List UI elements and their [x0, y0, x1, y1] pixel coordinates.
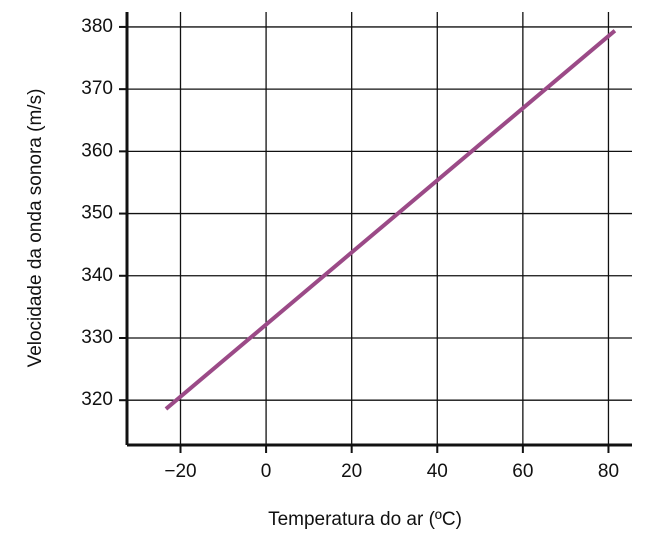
x-tick-label: 80	[598, 461, 619, 482]
y-axis-label: Velocidade da onda sonora (m/s)	[25, 89, 46, 368]
x-tick-label: 60	[512, 461, 533, 482]
x-tick-label: 0	[261, 461, 272, 482]
x-tick-label: 40	[427, 461, 448, 482]
data-line	[164, 29, 617, 411]
y-tick-label: 320	[81, 389, 113, 410]
y-tick-label: 330	[81, 327, 113, 348]
y-tick-label: 350	[81, 203, 113, 224]
y-tick-label: 380	[81, 16, 113, 37]
x-axis-label: Temperatura do ar (ºC)	[268, 509, 462, 530]
y-tick-label: 340	[81, 265, 113, 286]
y-tick-label: 370	[81, 78, 113, 99]
y-tick-label: 360	[81, 140, 113, 161]
x-tick-label: −20	[164, 461, 196, 482]
x-tick-label: 20	[341, 461, 362, 482]
